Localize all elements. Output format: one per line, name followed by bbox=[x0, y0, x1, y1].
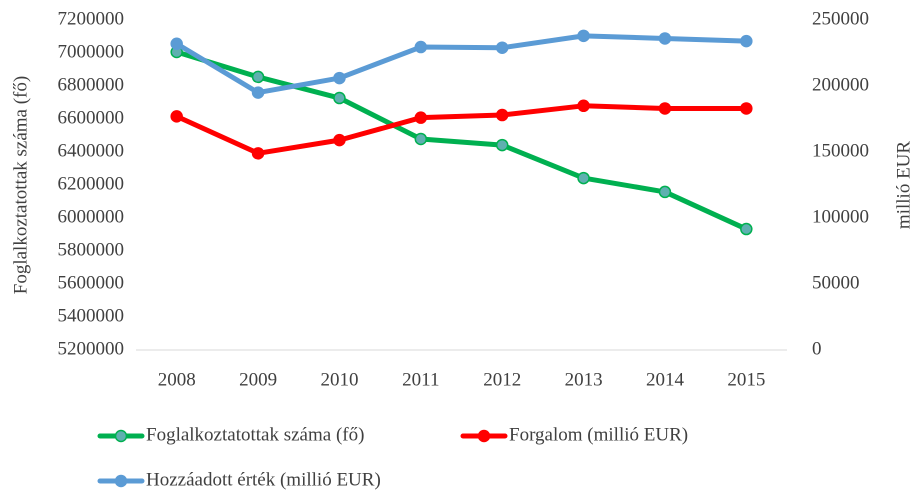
series-marker bbox=[251, 70, 265, 84]
series-marker bbox=[577, 29, 590, 43]
series-marker bbox=[414, 40, 428, 54]
y2-tick-label: 100000 bbox=[812, 206, 869, 227]
y-tick-label: 7000000 bbox=[58, 41, 125, 62]
series-marker bbox=[740, 102, 753, 115]
series-marker bbox=[333, 71, 346, 85]
series-marker bbox=[577, 171, 590, 185]
y-axis-title: Foglalkoztatottak száma (fő) bbox=[10, 76, 31, 294]
y-tick-label: 5200000 bbox=[58, 338, 125, 359]
series-marker bbox=[495, 108, 509, 122]
series-marker bbox=[251, 86, 265, 99]
legend-label: Hozzáadott érték (millió EUR) bbox=[146, 469, 381, 490]
series-marker bbox=[658, 102, 672, 115]
series-marker bbox=[495, 41, 509, 54]
y2-axis-title: millió EUR bbox=[893, 141, 914, 229]
series-marker bbox=[414, 111, 428, 124]
y2-tick-label: 50000 bbox=[812, 272, 860, 293]
series-marker bbox=[740, 222, 753, 236]
series-marker bbox=[740, 34, 753, 48]
series-marker bbox=[577, 99, 590, 113]
x-tick-label: 2008 bbox=[158, 369, 196, 390]
x-tick-label: 2009 bbox=[239, 369, 277, 390]
y-tick-label: 6000000 bbox=[58, 206, 125, 227]
legend-label: Foglalkoztatottak száma (fő) bbox=[146, 424, 364, 445]
series-line bbox=[174, 103, 749, 156]
y-tick-label: 6600000 bbox=[58, 107, 125, 128]
y-tick-label: 5400000 bbox=[58, 305, 125, 326]
y-tick-label: 7200000 bbox=[58, 8, 125, 29]
series-marker bbox=[495, 138, 509, 152]
series-line bbox=[174, 33, 749, 96]
y-tick-label: 5600000 bbox=[58, 272, 125, 293]
x-tick-label: 2013 bbox=[565, 369, 603, 390]
x-tick-label: 2012 bbox=[483, 369, 521, 390]
series-line bbox=[174, 49, 749, 232]
series-marker bbox=[414, 132, 428, 146]
legend-marker bbox=[477, 429, 491, 443]
x-tick-label: 2014 bbox=[646, 369, 685, 390]
series-marker bbox=[251, 147, 265, 160]
legend-marker bbox=[114, 429, 128, 443]
x-tick-label: 2010 bbox=[320, 369, 358, 390]
y2-tick-label: 200000 bbox=[812, 74, 869, 95]
series-marker bbox=[333, 91, 346, 105]
y-tick-label: 6800000 bbox=[58, 74, 125, 95]
x-tick-label: 2015 bbox=[727, 369, 765, 390]
series-marker bbox=[170, 110, 183, 123]
legend-label: Forgalom (millió EUR) bbox=[509, 424, 688, 445]
y-tick-label: 6200000 bbox=[58, 173, 125, 194]
series-marker bbox=[658, 185, 672, 199]
y2-tick-label: 0 bbox=[812, 338, 822, 359]
series-marker bbox=[658, 32, 672, 45]
y2-tick-label: 250000 bbox=[812, 8, 869, 29]
y2-tick-label: 150000 bbox=[812, 140, 869, 161]
y-tick-label: 6400000 bbox=[58, 140, 125, 161]
series-marker bbox=[170, 37, 183, 51]
legend-marker bbox=[114, 474, 128, 488]
y-tick-label: 5800000 bbox=[58, 239, 125, 260]
x-tick-label: 2011 bbox=[402, 369, 439, 390]
series-marker bbox=[333, 133, 346, 147]
